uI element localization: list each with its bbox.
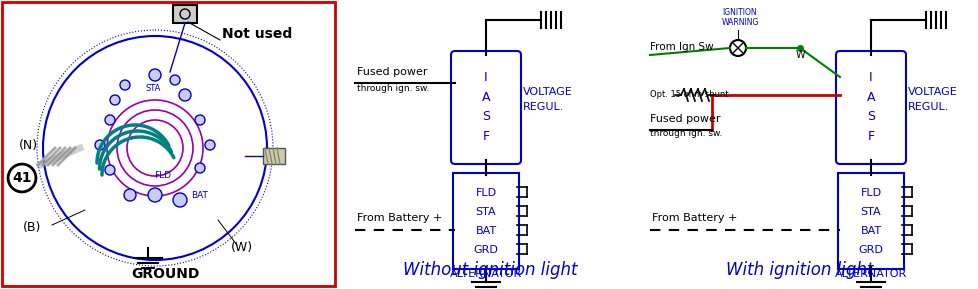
Text: WARNING: WARNING	[721, 18, 758, 27]
FancyBboxPatch shape	[835, 51, 905, 164]
Circle shape	[95, 140, 105, 150]
Text: VOLTAGE: VOLTAGE	[522, 87, 572, 97]
Text: STA: STA	[860, 207, 880, 217]
Text: From Ign Sw: From Ign Sw	[649, 42, 713, 52]
Text: W: W	[794, 50, 804, 60]
Text: STA: STA	[475, 207, 496, 217]
Text: STA: STA	[145, 84, 160, 92]
Circle shape	[124, 189, 136, 201]
Text: REGUL.: REGUL.	[522, 102, 563, 112]
Text: Fused power: Fused power	[649, 114, 720, 124]
Text: FLD: FLD	[860, 188, 880, 198]
Text: A: A	[866, 90, 874, 103]
Text: BAT: BAT	[475, 226, 496, 236]
Text: F: F	[482, 131, 489, 144]
Text: through ign. sw.: through ign. sw.	[649, 129, 722, 138]
Text: GROUND: GROUND	[131, 267, 199, 281]
Text: 41: 41	[13, 171, 31, 185]
Text: Fused power: Fused power	[357, 67, 427, 77]
FancyBboxPatch shape	[263, 148, 285, 164]
Text: I: I	[484, 71, 487, 84]
Text: through ign. sw.: through ign. sw.	[357, 84, 429, 93]
Text: GRD: GRD	[473, 245, 498, 255]
Text: F: F	[867, 131, 873, 144]
Text: VOLTAGE: VOLTAGE	[907, 87, 956, 97]
Text: BAT: BAT	[860, 226, 880, 236]
Text: (W): (W)	[231, 242, 252, 255]
Text: S: S	[867, 110, 874, 123]
Text: With ignition light: With ignition light	[726, 261, 872, 279]
Circle shape	[148, 188, 161, 202]
Text: A: A	[481, 90, 490, 103]
Circle shape	[120, 80, 130, 90]
Text: Without ignition light: Without ignition light	[402, 261, 577, 279]
Text: S: S	[481, 110, 490, 123]
Text: (B): (B)	[22, 221, 41, 234]
Text: ALTERNATOR: ALTERNATOR	[834, 269, 907, 279]
Text: (N): (N)	[19, 138, 37, 151]
Circle shape	[110, 95, 120, 105]
FancyBboxPatch shape	[453, 173, 518, 269]
Text: REGUL.: REGUL.	[907, 102, 949, 112]
Text: Not used: Not used	[222, 27, 292, 41]
Circle shape	[195, 163, 204, 173]
Text: IGNITION: IGNITION	[722, 8, 757, 17]
Circle shape	[105, 165, 114, 175]
Circle shape	[170, 75, 180, 85]
Circle shape	[179, 89, 191, 101]
Text: FLD: FLD	[475, 188, 496, 198]
Circle shape	[173, 193, 187, 207]
FancyBboxPatch shape	[837, 173, 903, 269]
Text: I: I	[868, 71, 872, 84]
Circle shape	[105, 115, 114, 125]
FancyBboxPatch shape	[2, 2, 334, 286]
Circle shape	[730, 40, 745, 56]
Text: ALTERNATOR: ALTERNATOR	[450, 269, 521, 279]
Text: Opt. 15 ohm shunt: Opt. 15 ohm shunt	[649, 90, 728, 99]
FancyBboxPatch shape	[451, 51, 520, 164]
Text: From Battery +: From Battery +	[357, 213, 442, 223]
Circle shape	[195, 115, 204, 125]
Text: From Battery +: From Battery +	[651, 213, 736, 223]
FancyBboxPatch shape	[173, 5, 197, 23]
Text: FLD: FLD	[155, 171, 171, 179]
Text: GRD: GRD	[858, 245, 882, 255]
Circle shape	[204, 140, 215, 150]
Text: BAT: BAT	[192, 190, 208, 199]
Circle shape	[149, 69, 160, 81]
